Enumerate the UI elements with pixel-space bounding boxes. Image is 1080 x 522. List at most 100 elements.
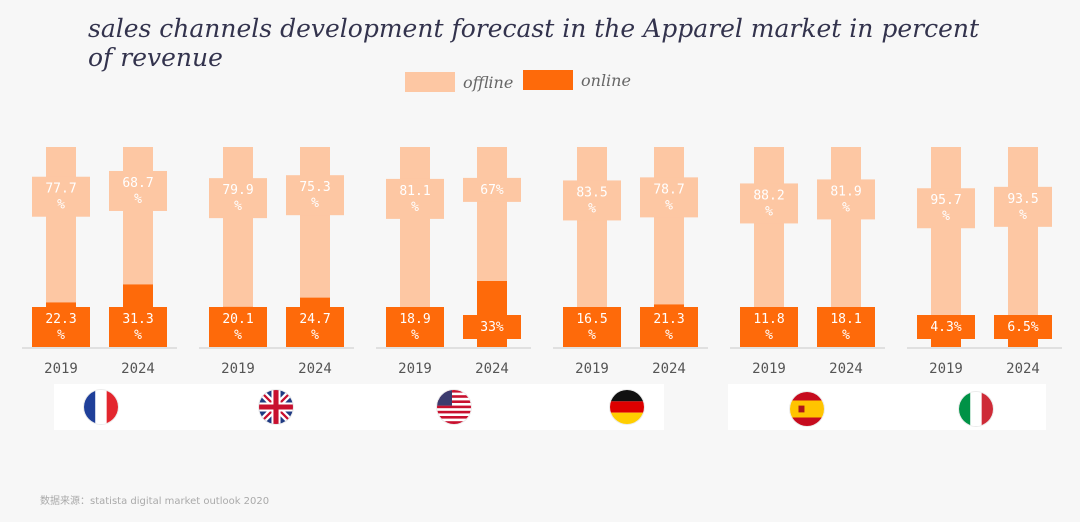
data-label-offline: 67% <box>463 177 521 202</box>
data-label-offline: 75.3% <box>286 175 344 216</box>
data-label-online-text: % <box>765 328 773 343</box>
data-label-online: 21.3% <box>640 307 698 347</box>
data-label-online: 18.9% <box>386 307 444 347</box>
data-label-offline-text: % <box>234 199 242 214</box>
data-label-online-box <box>286 307 344 347</box>
data-label-online-box <box>917 315 975 339</box>
data-label-offline-text: 77.7 <box>45 182 76 197</box>
bar-offline <box>754 147 784 324</box>
data-label-online-text: 21.3 <box>653 312 684 327</box>
data-label-offline: 78.7% <box>640 177 698 218</box>
data-label-online-box <box>109 307 167 347</box>
legend-swatch-online <box>523 70 573 90</box>
data-label-offline-text: % <box>842 200 850 215</box>
data-label-online-text: % <box>665 328 673 343</box>
legend-label-offline: offline <box>463 72 514 92</box>
data-label-online-box <box>209 307 267 347</box>
data-label-offline-box <box>209 178 267 219</box>
bar-offline <box>931 147 961 339</box>
data-label-online-box <box>994 315 1052 339</box>
bar-offline <box>46 147 76 303</box>
bar-offline <box>223 147 253 307</box>
data-label-online: 22.3% <box>32 307 90 347</box>
chart-plot-area: 77.7%22.3%201968.7%31.3%202479.9%20.1%20… <box>22 147 1062 377</box>
x-tick-label: 2019 <box>752 361 786 377</box>
data-label-online-text: % <box>134 328 142 343</box>
data-label-offline-text: % <box>665 198 673 213</box>
data-label-offline-text: % <box>311 196 319 211</box>
data-label-offline: 81.1% <box>386 178 444 219</box>
data-label-online-text: 18.1 <box>830 312 861 327</box>
data-label-online-box <box>817 307 875 347</box>
data-label-offline-box <box>917 188 975 229</box>
data-label-online-text: % <box>842 328 850 343</box>
x-tick-label: 2019 <box>221 361 255 377</box>
bar-offline <box>477 147 507 281</box>
legend-swatch-offline <box>405 72 455 92</box>
france-flag-icon <box>84 390 118 424</box>
bar-offline <box>577 147 607 314</box>
x-tick-label: 2019 <box>44 361 78 377</box>
data-label-online-box <box>740 307 798 347</box>
data-label-offline: 83.5% <box>563 180 621 221</box>
data-label-online: 24.7% <box>286 307 344 347</box>
bar-online <box>931 338 961 347</box>
data-label-offline-box <box>740 183 798 224</box>
data-label-offline-box <box>286 175 344 216</box>
data-label-online-text: 24.7 <box>299 312 330 327</box>
bar-offline <box>654 147 684 305</box>
x-tick-label: 2024 <box>1006 361 1040 377</box>
usa-flag-icon <box>437 390 471 424</box>
data-label-offline-box <box>463 177 521 202</box>
data-label-online: 16.5% <box>563 307 621 347</box>
x-tick-label: 2019 <box>575 361 609 377</box>
data-label-online-box <box>463 315 521 339</box>
data-label-online: 33% <box>463 315 521 339</box>
bar-offline <box>831 147 861 311</box>
group-italy: 95.7% 4.3% 2019 93.5% 6.5% 2024 <box>907 147 1062 377</box>
x-tick-label: 2024 <box>298 361 332 377</box>
flag-strip-right <box>728 384 1046 430</box>
data-label-offline-text: 68.7 <box>122 176 153 191</box>
data-label-online-text: 33% <box>480 320 504 335</box>
data-label-offline-text: % <box>588 201 596 216</box>
flag-strip-left <box>54 384 664 430</box>
data-label-offline-text: % <box>942 209 950 224</box>
data-label-offline-text: 81.9 <box>830 184 861 199</box>
data-label-offline-text: 88.2 <box>753 188 784 203</box>
data-label-offline-box <box>109 170 167 211</box>
data-label-offline-text: 67% <box>480 183 504 198</box>
data-label-offline: 93.5% <box>994 186 1052 227</box>
x-tick-label: 2024 <box>829 361 863 377</box>
data-label-offline: 81.9% <box>817 179 875 220</box>
legend-item-offline: offline <box>405 72 513 92</box>
data-label-offline-text: % <box>1019 208 1027 223</box>
legend-label-online: online <box>581 70 631 90</box>
bar-offline <box>1008 147 1038 334</box>
data-label-online-text: % <box>588 328 596 343</box>
data-label-offline-text: 95.7 <box>930 193 961 208</box>
data-label-offline-text: 78.7 <box>653 182 684 197</box>
data-label-online: 18.1% <box>817 307 875 347</box>
data-label-online-text: % <box>411 328 419 343</box>
source-note: 数据来源：statista digital market outlook 202… <box>40 496 270 507</box>
data-label-offline-box <box>563 180 621 221</box>
germany-flag-icon <box>610 390 644 424</box>
data-label-offline: 95.7% <box>917 188 975 229</box>
data-label-online-text: 31.3 <box>122 312 153 327</box>
data-label-offline-box <box>994 186 1052 227</box>
legend-item-online: online <box>523 70 631 90</box>
data-label-online-box <box>640 307 698 347</box>
data-label-online-text: 11.8 <box>753 312 784 327</box>
data-label-offline-text: % <box>765 204 773 219</box>
italy-flag-icon <box>959 392 993 426</box>
uk-flag-icon <box>259 390 293 424</box>
x-tick-label: 2019 <box>398 361 432 377</box>
data-label-offline: 68.7% <box>109 170 167 211</box>
data-label-offline: 77.7% <box>32 176 90 217</box>
